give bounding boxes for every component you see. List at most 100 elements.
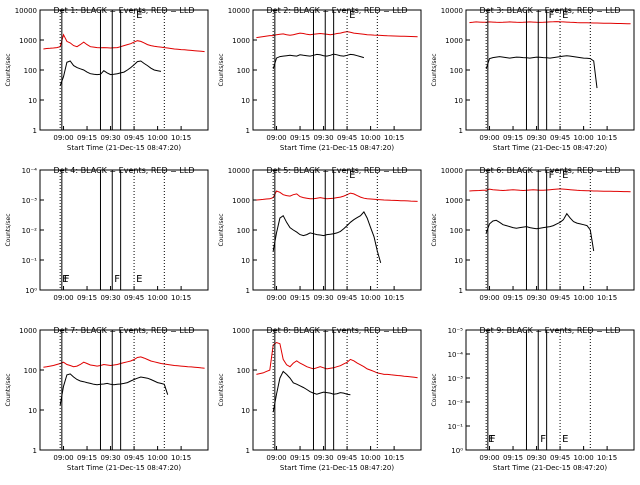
x-tick-label: 10:00 [148, 294, 168, 302]
x-tick-label: 09:15 [77, 454, 97, 462]
x-axis-label: Start Time (21-Dec-15 08:47:20) [493, 144, 607, 152]
y-tick-label: 10⁻² [448, 399, 464, 407]
x-tick-label: 10:00 [361, 454, 381, 462]
x-tick-label: 09:00 [266, 294, 286, 302]
event-marker-label: E [562, 10, 568, 21]
x-tick-label: 09:30 [100, 134, 120, 142]
x-tick-label: 10:00 [361, 134, 381, 142]
y-tick-label: 1000 [19, 327, 37, 335]
y-axis-label: Counts/sec [431, 53, 438, 86]
x-tick-label: 09:30 [526, 294, 546, 302]
series-lld [43, 356, 205, 369]
y-axis-label: Counts/sec [5, 53, 12, 86]
y-tick-label: 1000 [19, 37, 37, 45]
x-tick-label: 10:15 [384, 294, 404, 302]
y-tick-label: 1000 [232, 197, 250, 205]
y-tick-label: 10 [28, 97, 37, 105]
event-marker-label: E [136, 10, 142, 21]
x-axis-label: Start Time (21-Dec-15 08:47:20) [67, 464, 181, 472]
x-tick-label: 09:15 [77, 294, 97, 302]
x-tick-label: 09:00 [479, 294, 499, 302]
x-tick-label: 09:15 [290, 134, 310, 142]
y-axis-label: Counts/sec [5, 213, 12, 246]
y-tick-label: 10⁰ [25, 287, 37, 295]
y-tick-label: 1 [459, 127, 463, 135]
detector-panel-6: Det 6: BLACK = Events, RED = LLD Counts/s… [431, 166, 635, 302]
x-tick-label: 09:30 [526, 134, 546, 142]
y-tick-label: 1 [459, 287, 463, 295]
plot-frame [465, 9, 635, 131]
event-marker-label: E [349, 170, 355, 181]
y-tick-label: 1000 [232, 37, 250, 45]
x-tick-label: 10:00 [148, 134, 168, 142]
series-events [272, 370, 351, 413]
event-marker-label: E [562, 170, 568, 181]
panel-title: Det 9: BLACK = Events, RED = LLD [480, 326, 621, 335]
panel-title: Det 7: BLACK = Events, RED = LLD [54, 326, 195, 335]
series-events [59, 373, 169, 406]
x-tick-label: 09:00 [266, 134, 286, 142]
event-marker-label: E [136, 274, 142, 285]
x-tick-label: 09:15 [290, 294, 310, 302]
y-tick-label: 1000 [445, 37, 463, 45]
x-tick-label: 09:45 [337, 134, 357, 142]
x-tick-label: 09:30 [100, 294, 120, 302]
x-tick-label: 10:15 [384, 454, 404, 462]
x-tick-label: 10:15 [597, 454, 617, 462]
x-tick-label: 09:45 [550, 294, 570, 302]
plot-frame [252, 169, 422, 291]
x-tick-label: 10:15 [171, 294, 191, 302]
series-events [485, 55, 598, 89]
x-tick-label: 10:15 [384, 134, 404, 142]
y-tick-label: 1000 [445, 197, 463, 205]
x-tick-label: 09:45 [337, 454, 357, 462]
x-axis-label: Start Time (21-Dec-15 08:47:20) [493, 464, 607, 472]
y-tick-label: 10⁻¹ [22, 257, 38, 265]
panel-title: Det 4: BLACK = Events, RED = LLD [54, 166, 195, 175]
plot-frame [465, 169, 635, 291]
y-axis-label: Counts/sec [218, 53, 225, 86]
y-tick-label: 100 [24, 67, 37, 75]
panel-title: Det 6: BLACK = Events, RED = LLD [480, 166, 621, 175]
detector-panel-9: Det 9: BLACK = Events, RED = LLD Counts/s… [431, 326, 635, 472]
series-lld [256, 31, 418, 39]
y-tick-label: 10000 [228, 7, 250, 15]
y-tick-label: 10⁻³ [22, 197, 38, 205]
y-tick-label: 100 [450, 67, 463, 75]
y-tick-label: 1 [246, 287, 250, 295]
y-tick-label: 10 [241, 407, 250, 415]
x-tick-label: 09:30 [526, 454, 546, 462]
event-marker-label: F [540, 434, 546, 445]
event-marker-label: F [490, 434, 496, 445]
plot-frame [39, 169, 209, 291]
x-axis-label: Start Time (21-Dec-15 08:47:20) [67, 144, 181, 152]
x-tick-label: 09:00 [479, 454, 499, 462]
panel-title: Det 8: BLACK = Events, RED = LLD [267, 326, 408, 335]
detector-panel-3: Det 3: BLACK = Events, RED = LLD Counts/s… [431, 6, 635, 152]
y-axis-label: Counts/sec [431, 213, 438, 246]
detector-panel-4: Det 4: BLACK = Events, RED = LLD Counts/s… [5, 166, 209, 302]
x-tick-label: 10:00 [574, 294, 594, 302]
x-tick-label: 09:00 [53, 134, 73, 142]
detector-panel-7: Det 7: BLACK = Events, RED = LLD Counts/s… [5, 326, 209, 472]
detector-panel-5: Det 5: BLACK = Events, RED = LLD Counts/s… [218, 166, 422, 302]
y-tick-label: 10 [454, 257, 463, 265]
y-tick-label: 10 [241, 257, 250, 265]
y-tick-label: 1 [33, 447, 37, 455]
plot-frame [252, 9, 422, 131]
y-tick-label: 10⁻³ [448, 375, 464, 383]
x-tick-label: 09:15 [503, 454, 523, 462]
x-tick-label: 09:45 [124, 294, 144, 302]
y-tick-label: 100 [237, 67, 250, 75]
y-tick-label: 10⁻² [22, 227, 38, 235]
x-tick-label: 09:00 [479, 134, 499, 142]
event-marker-label: E [62, 274, 68, 285]
y-tick-label: 10000 [228, 167, 250, 175]
y-tick-label: 10⁻⁵ [448, 327, 464, 335]
y-tick-label: 100 [237, 367, 250, 375]
x-axis-label: Start Time (21-Dec-15 08:47:20) [280, 144, 394, 152]
y-tick-label: 10⁰ [451, 447, 463, 455]
plot-frame [39, 329, 209, 451]
y-tick-label: 10⁻⁴ [448, 351, 464, 359]
event-marker-label: E [562, 434, 568, 445]
